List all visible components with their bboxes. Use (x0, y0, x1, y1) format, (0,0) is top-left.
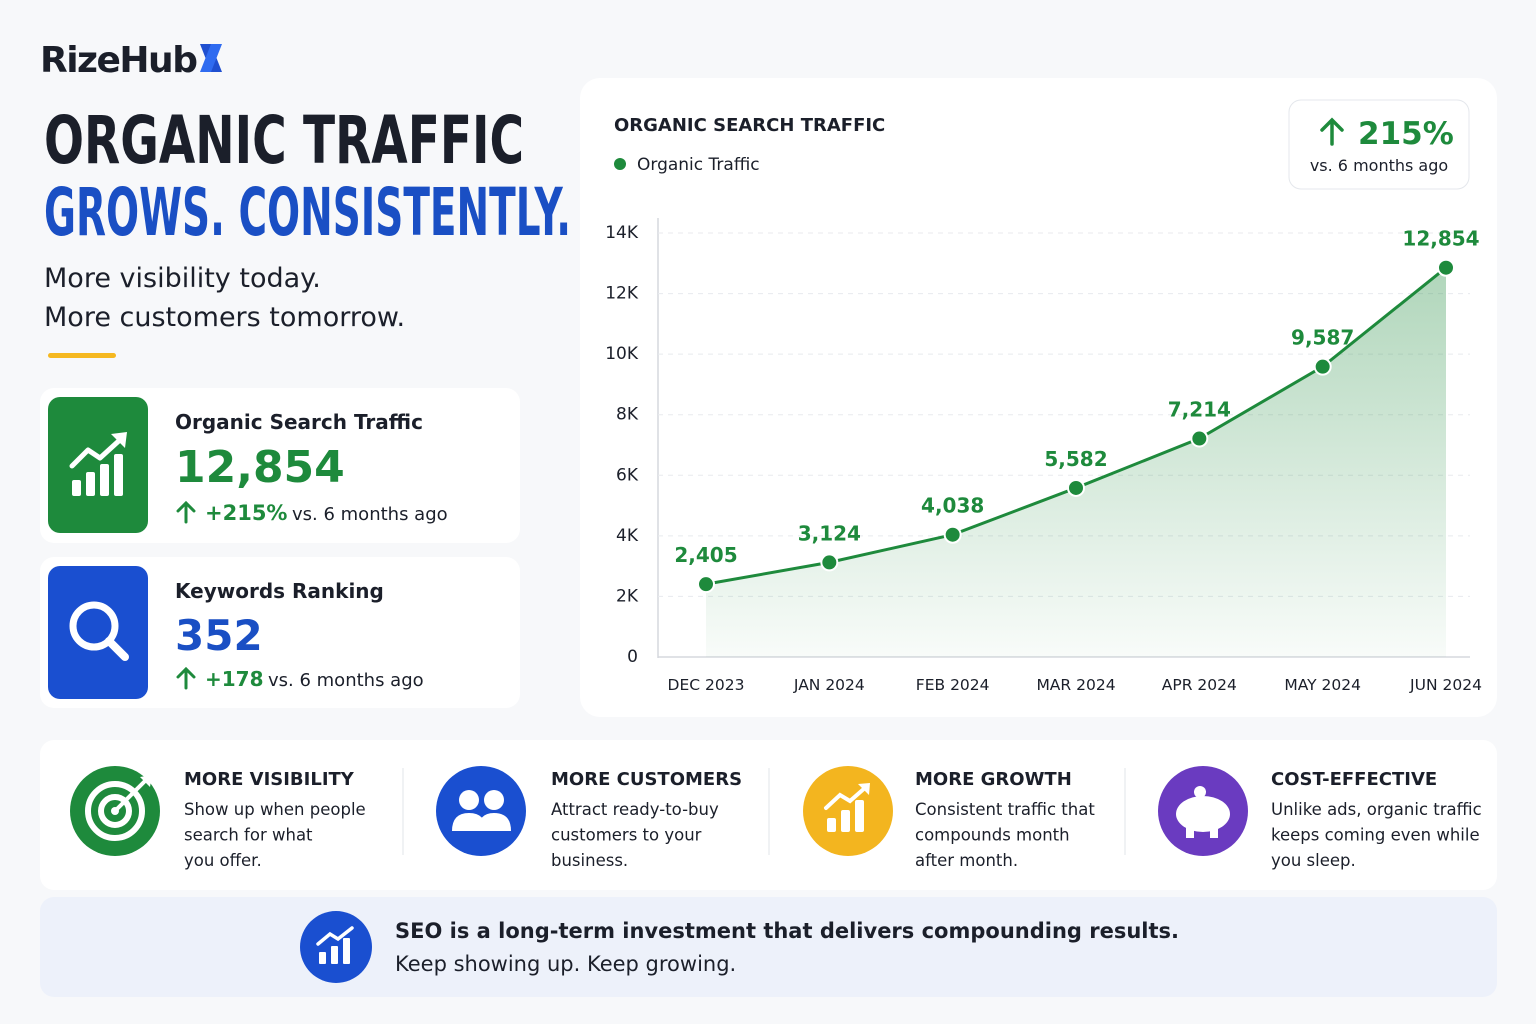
data-label: 5,582 (1044, 447, 1107, 471)
footer-text: Keep showing up. Keep growing. (395, 952, 736, 976)
stat-value: 352 (175, 611, 263, 660)
feature-title: MORE CUSTOMERS (551, 769, 742, 790)
plot: 0 2K 4K 6K 8K 10K 12K 14K DEC 2023 JAN 2024 FEB 20… (605, 223, 1482, 694)
feature-text: you offer. (184, 851, 262, 870)
stat-card (40, 388, 520, 543)
stat-value: 12,854 (175, 442, 345, 493)
feature-title: MORE GROWTH (915, 769, 1072, 790)
footer-icon (300, 911, 372, 983)
feature-icon (436, 766, 526, 856)
stat-change: +178 (205, 667, 264, 691)
feature-text: search for what (184, 826, 313, 845)
stat-icon (48, 397, 148, 533)
point (1313, 357, 1332, 376)
point (1190, 429, 1209, 448)
brand-mark (200, 44, 222, 72)
x-tick-label: MAY 2024 (1284, 676, 1361, 694)
trend-icon (69, 432, 127, 496)
point (1067, 478, 1085, 497)
y-tick-label: 6K (616, 465, 639, 485)
data-label: 3,124 (798, 521, 861, 545)
stat-title: Keywords Ranking (175, 579, 384, 603)
stat-note: vs. 6 months ago (268, 670, 424, 691)
point (820, 553, 839, 572)
search-icon (69, 601, 129, 661)
tagline: More visibility today. (44, 263, 321, 294)
y-tick-label: 2K (616, 586, 639, 606)
feature-text: after month. (915, 851, 1018, 870)
point (1437, 258, 1455, 277)
badge-note: vs. 6 months ago (1310, 156, 1448, 175)
x-tick-label: JUN 2024 (1409, 676, 1482, 694)
headline-accent: GROWS. CONSISTENTLY. (44, 174, 571, 251)
headline: ORGANIC TRAFFIC (44, 102, 524, 179)
up-arrow (176, 500, 196, 524)
feature-text: you sleep. (1271, 851, 1356, 870)
features: MORE VISIBILITY Show up when people search… (184, 769, 1482, 870)
feature-title: COST-EFFECTIVE (1271, 769, 1437, 790)
y-tick-label: 8K (616, 405, 639, 425)
feature-text: business. (551, 851, 628, 870)
area-fill (706, 267, 1446, 657)
point (697, 575, 715, 594)
y-tick-label: 14K (605, 223, 639, 243)
stat-card (40, 557, 520, 708)
stat-icon (48, 566, 148, 699)
data-label: 4,038 (921, 494, 984, 518)
stat-note: vs. 6 months ago (292, 504, 448, 525)
feature-icon (70, 766, 160, 856)
stat-change: +215% (205, 501, 287, 525)
feature-text: customers to your (551, 826, 702, 845)
x-tick-label: APR 2024 (1162, 676, 1237, 694)
feature-icon (1158, 766, 1248, 856)
chart-title: ORGANIC SEARCH TRAFFIC (614, 115, 885, 136)
data-label: 9,587 (1291, 326, 1354, 350)
accent-rule (48, 353, 116, 358)
data-label: 2,405 (674, 543, 737, 567)
feature-text: compounds month (915, 826, 1070, 845)
brand: RizeHub (40, 40, 197, 81)
legend-marker (614, 158, 626, 170)
tagline: More customers tomorrow. (44, 302, 405, 333)
y-tick-label: 4K (616, 526, 639, 546)
x-tick-label: JAN 2024 (793, 676, 865, 694)
feature-text: Attract ready-to-buy (551, 800, 719, 819)
feature-text: keeps coming even while (1271, 826, 1480, 845)
x-tick-label: FEB 2024 (916, 676, 990, 694)
x-tick-label: DEC 2023 (668, 676, 745, 694)
footer-text: SEO is a long-term investment that deliv… (395, 919, 1179, 943)
feature-title: MORE VISIBILITY (184, 769, 355, 790)
feature-text: Consistent traffic that (915, 800, 1095, 819)
legend-label: Organic Traffic (637, 155, 760, 175)
stat-title: Organic Search Traffic (175, 410, 423, 434)
badge-value: 215% (1358, 116, 1454, 152)
feature-text: Unlike ads, organic traffic (1271, 800, 1482, 819)
point (943, 525, 962, 544)
feature-text: Show up when people (184, 800, 366, 819)
data-label: 7,214 (1168, 398, 1231, 422)
up-arrow (1320, 117, 1344, 146)
y-tick-label: 10K (605, 344, 639, 364)
y-tick-label: 12K (605, 284, 639, 304)
x-tick-label: MAR 2024 (1036, 676, 1115, 694)
up-arrow (176, 666, 196, 690)
footer-band (40, 897, 1497, 997)
y-tick-label: 0 (627, 647, 638, 667)
feature-icon (803, 766, 893, 856)
data-label: 12,854 (1402, 227, 1479, 251)
